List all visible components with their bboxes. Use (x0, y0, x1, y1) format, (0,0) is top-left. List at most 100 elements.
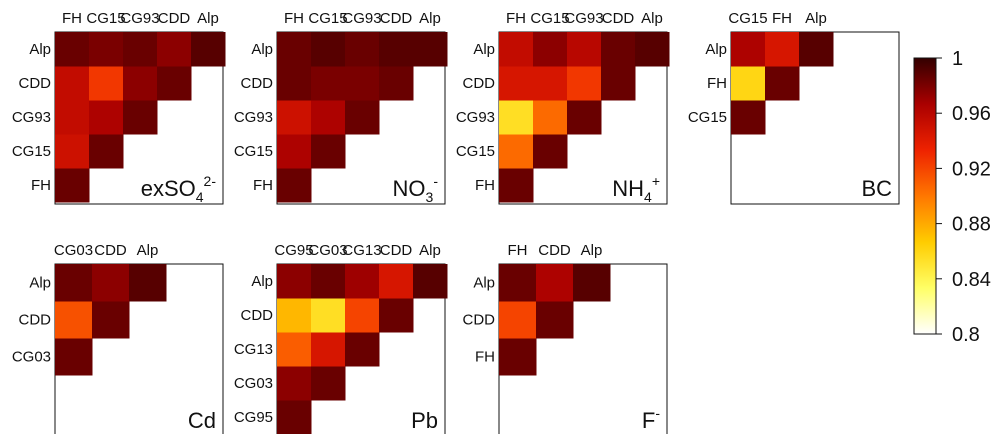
row-label: CG93 (12, 109, 51, 126)
heatmap-cell (345, 32, 380, 67)
heatmap-cell (89, 100, 124, 135)
heatmap-cell (731, 32, 766, 67)
heatmap-cell (499, 301, 537, 339)
heatmap-cell (345, 66, 380, 101)
row-label: Alp (251, 273, 273, 290)
heatmap-cell (499, 100, 534, 135)
row-label: FH (253, 177, 273, 194)
heatmap-cell (123, 66, 158, 101)
colorbar-tick-label: 0.92 (952, 158, 991, 180)
heatmap-cell (635, 32, 670, 67)
heatmap-cell (533, 32, 568, 67)
heatmap-cell (277, 332, 312, 367)
heatmap-cell (533, 66, 568, 101)
heatmap-cell (277, 264, 312, 299)
heatmap-cell (89, 32, 124, 67)
heatmap-cell (55, 301, 93, 339)
column-label: CDD (380, 10, 413, 27)
column-label: CG03 (54, 242, 93, 259)
heatmap-cell (379, 298, 414, 333)
panel-title: NH4+ (612, 173, 660, 205)
heatmap-cell (799, 32, 834, 67)
colorbar-tick-label: 1 (952, 48, 963, 70)
column-label: CG15 (86, 10, 125, 27)
row-label: FH (707, 75, 727, 92)
heatmap-cell (533, 134, 568, 169)
heatmap-cell (191, 32, 226, 67)
heatmap-cell (413, 32, 448, 67)
heatmap-cell (311, 332, 346, 367)
column-label: Alp (137, 242, 159, 259)
column-label: CG15 (308, 10, 347, 27)
column-label: CG95 (274, 242, 313, 259)
heatmap-cell (55, 32, 90, 67)
row-label: Alp (473, 275, 495, 292)
heatmap-cell (123, 100, 158, 135)
heatmap-cell (157, 32, 192, 67)
row-label: Alp (473, 41, 495, 58)
colorbar-tick-label: 0.84 (952, 269, 991, 291)
row-label: CG03 (12, 349, 51, 366)
row-label: FH (475, 349, 495, 366)
row-label: CG93 (456, 109, 495, 126)
heatmap-cell (277, 366, 312, 401)
column-label: CG93 (564, 10, 603, 27)
heatmap-cell (533, 100, 568, 135)
heatmap-cell (731, 100, 766, 135)
heatmap-cell (311, 264, 346, 299)
row-label: Alp (705, 41, 727, 58)
heatmap-cell (379, 66, 414, 101)
heatmap-cell (55, 100, 90, 135)
heatmap-cell (55, 264, 93, 302)
row-label: CG13 (234, 341, 273, 358)
row-label: CG03 (234, 375, 273, 392)
row-label: Alp (29, 275, 51, 292)
heatmap-cell (277, 100, 312, 135)
heatmap-cell (379, 264, 414, 299)
heatmap-cell (89, 66, 124, 101)
heatmap-cell (499, 66, 534, 101)
heatmap-cell (345, 298, 380, 333)
row-label: FH (31, 177, 51, 194)
heatmap-cell (311, 32, 346, 67)
colorbar-tick-label: 0.88 (952, 214, 991, 236)
column-label: Alp (419, 10, 441, 27)
heatmap-cell (277, 298, 312, 333)
panel-title: Pb (411, 408, 438, 433)
heatmap-cell (277, 134, 312, 169)
column-label: FH (284, 10, 304, 27)
row-label: CG15 (456, 143, 495, 160)
column-label: CG93 (342, 10, 381, 27)
column-label: Alp (419, 242, 441, 259)
heatmap-cell (55, 134, 90, 169)
heatmap-cell (157, 66, 192, 101)
heatmap-cell (92, 264, 130, 302)
heatmap-cell (311, 298, 346, 333)
heatmap-cell (92, 301, 130, 339)
heatmap-cell (536, 264, 574, 302)
panel-title: BC (861, 176, 892, 201)
heatmap-panel-f: FH CDD Alp FH CDD Alp F- (463, 242, 668, 434)
heatmap-cell (765, 32, 800, 67)
heatmap-cell (55, 338, 93, 376)
column-label: FH (506, 10, 526, 27)
column-label: CDD (602, 10, 635, 27)
heatmap-cell (601, 66, 636, 101)
heatmap-cell (567, 66, 602, 101)
column-label: CG15 (728, 10, 767, 27)
column-label: Alp (805, 10, 827, 27)
panel-title: NO3- (393, 173, 439, 205)
heatmap-cell (311, 100, 346, 135)
panel-title: F- (642, 405, 660, 433)
row-label: CDD (241, 307, 274, 324)
panel-title: Cd (188, 408, 216, 433)
row-label: CDD (19, 75, 52, 92)
heatmap-cell (499, 168, 534, 203)
heatmap-cell (499, 134, 534, 169)
column-label: Alp (197, 10, 219, 27)
